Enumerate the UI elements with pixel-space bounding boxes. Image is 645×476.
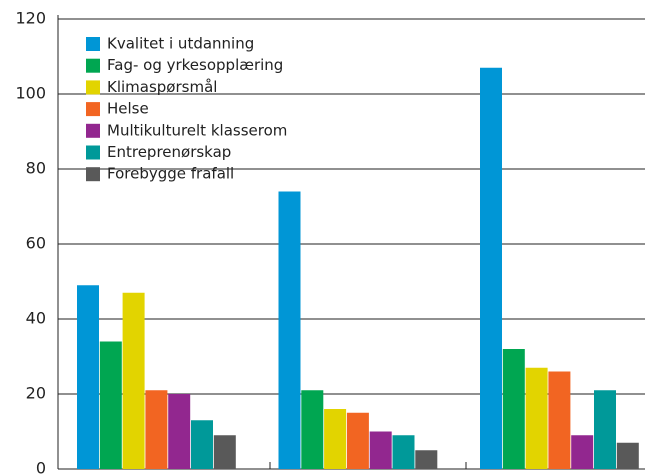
y-tick-label: 60 bbox=[26, 234, 46, 253]
legend-label: Helse bbox=[107, 100, 149, 118]
bar bbox=[480, 67, 502, 469]
y-tick-label: 100 bbox=[15, 84, 46, 103]
legend-label: Kvalitet i utdanning bbox=[107, 35, 254, 53]
legend-swatch bbox=[86, 37, 100, 51]
legend-label: Klimaspørsmål bbox=[107, 78, 217, 96]
legend-swatch bbox=[86, 102, 100, 117]
bar bbox=[571, 435, 594, 469]
bar bbox=[278, 191, 301, 469]
bar bbox=[99, 341, 122, 469]
bar bbox=[502, 349, 525, 469]
bar bbox=[594, 390, 616, 469]
legend-swatch bbox=[86, 80, 100, 95]
bar bbox=[415, 450, 438, 469]
legend-swatch bbox=[86, 145, 100, 160]
bar bbox=[392, 435, 415, 469]
legend-swatch bbox=[86, 167, 100, 182]
y-tick-label: 0 bbox=[36, 459, 46, 476]
legend-label: Entreprenørskap bbox=[107, 143, 231, 161]
legend-label: Forebygge frafall bbox=[107, 165, 234, 183]
y-tick-label: 20 bbox=[26, 384, 46, 403]
legend-swatch bbox=[86, 123, 100, 138]
y-tick-label: 40 bbox=[26, 309, 46, 328]
legend-label: Multikulturelt klasserom bbox=[107, 121, 287, 139]
bar bbox=[145, 390, 168, 469]
bar bbox=[301, 390, 324, 469]
bar bbox=[213, 435, 236, 469]
legend-swatch bbox=[86, 58, 100, 73]
bar bbox=[122, 292, 145, 469]
bar bbox=[525, 367, 548, 469]
bar bbox=[324, 409, 347, 469]
bar bbox=[369, 431, 392, 469]
legend-label: Fag- og yrkesopplæring bbox=[107, 56, 283, 74]
bar bbox=[548, 371, 571, 469]
bar bbox=[616, 442, 639, 469]
bar bbox=[191, 420, 213, 469]
bar bbox=[346, 412, 369, 469]
y-tick-label: 80 bbox=[26, 159, 46, 178]
bar bbox=[168, 394, 191, 469]
y-tick-label: 120 bbox=[15, 9, 46, 28]
bar bbox=[77, 285, 99, 469]
